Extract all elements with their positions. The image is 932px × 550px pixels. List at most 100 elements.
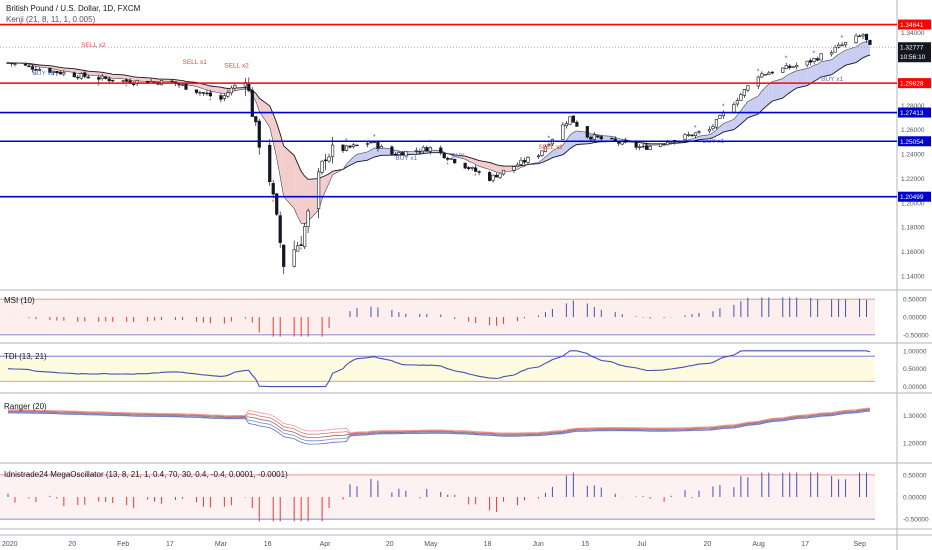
bull-star-marker: * <box>429 139 432 146</box>
candle <box>536 154 541 159</box>
candle <box>320 160 324 175</box>
candle <box>180 83 185 86</box>
candle <box>400 151 404 156</box>
candle <box>425 145 429 152</box>
candle <box>763 73 767 76</box>
cloud-segment <box>496 164 501 173</box>
candle <box>515 162 520 167</box>
candle <box>795 62 799 70</box>
price-tick-label: 1.26000 <box>901 127 925 134</box>
cloud-segment <box>761 87 766 111</box>
level-price-label: 1.29828 <box>900 81 924 88</box>
time-tick-label: Jun <box>532 541 543 548</box>
ranger-label: Ranger (20) <box>4 402 47 411</box>
cloud-segment <box>147 77 152 82</box>
cloud-segment <box>845 46 857 66</box>
candle <box>519 157 523 166</box>
candle <box>592 131 596 142</box>
candle <box>756 75 760 90</box>
level-price-tag <box>898 78 931 89</box>
bull-star-marker: * <box>813 51 816 58</box>
ranger-line <box>8 407 871 434</box>
candle <box>791 66 795 68</box>
time-tick-label: 2020 <box>2 541 18 548</box>
candle <box>857 34 862 37</box>
level-price-label: 1.25054 <box>900 139 924 146</box>
cloud-segment <box>838 52 843 70</box>
cloud-segment <box>740 105 745 125</box>
cloud-segment <box>479 160 490 170</box>
candle <box>226 89 230 99</box>
candle <box>34 66 38 71</box>
cloud-segment <box>733 115 738 130</box>
cloud-segment <box>367 149 371 161</box>
osc-tick-label: 0.00000 <box>903 384 927 391</box>
buy-signal-label: BUY x2 <box>32 70 54 77</box>
osc-tick-label: 0.50000 <box>903 472 927 479</box>
cloud-segment <box>796 68 808 89</box>
cloud-segment <box>737 110 741 127</box>
candle <box>819 52 823 61</box>
candle <box>23 62 28 67</box>
candle <box>571 115 575 123</box>
candle <box>868 39 872 45</box>
cloud-segment <box>814 64 818 82</box>
candle <box>690 134 694 137</box>
candle <box>62 70 66 77</box>
time-axis: 2020 20 Feb 17 Mar 16 Apr 20 May 18 Jun 15 Jul 20 Aug 1… <box>0 534 932 548</box>
candle <box>512 166 516 173</box>
candle <box>219 92 223 103</box>
cloud-segment <box>137 77 148 82</box>
cloud-segment <box>206 85 211 92</box>
candle <box>442 152 446 159</box>
cloud-segment <box>297 163 302 224</box>
time-tick-label: Jul <box>637 541 646 548</box>
cloud-segment <box>493 163 497 173</box>
msi-label: MSI (10) <box>4 296 35 305</box>
cloud-segment <box>503 166 515 173</box>
cloud-segment <box>273 113 277 159</box>
bar-countdown-label: 10:56:10 <box>900 54 926 61</box>
level-price-label: 1.20499 <box>900 194 924 201</box>
cloud-segment <box>224 88 228 94</box>
candle <box>833 45 837 53</box>
candle <box>714 118 719 130</box>
candle <box>348 145 352 149</box>
cloud-segment <box>329 171 333 184</box>
candle <box>739 92 743 101</box>
osc-tick-label: 1.20000 <box>903 440 927 447</box>
candle <box>659 143 663 148</box>
cloud-segment <box>548 150 553 160</box>
candle <box>697 130 701 135</box>
candle <box>439 145 443 156</box>
mega-band <box>0 474 875 520</box>
candle <box>72 71 76 78</box>
osc-tick-label: 1.30000 <box>903 413 927 420</box>
candle <box>788 64 792 70</box>
cloud-segment <box>863 41 867 58</box>
candle <box>100 73 104 81</box>
candle <box>645 142 649 150</box>
cloud-segment <box>856 44 860 63</box>
osc-tick-label: 0.00000 <box>903 495 927 502</box>
candle <box>463 162 467 170</box>
cloud-segment <box>130 76 134 82</box>
candle <box>840 42 844 47</box>
candle <box>669 142 673 145</box>
candle <box>686 131 691 137</box>
cloud-segment <box>151 78 155 82</box>
cloud-segment <box>405 151 417 155</box>
candle <box>257 118 261 155</box>
cloud-segment <box>356 151 368 162</box>
candle <box>107 76 111 84</box>
candle <box>564 121 568 129</box>
ranger-line <box>8 410 871 445</box>
candle <box>547 142 551 147</box>
candle <box>278 211 282 248</box>
time-tick-label: 20 <box>386 541 394 548</box>
cloud-segment <box>283 145 295 209</box>
osc-tick-label: -0.50000 <box>903 332 929 339</box>
sell-signal-label: SELL x2 <box>81 42 106 49</box>
